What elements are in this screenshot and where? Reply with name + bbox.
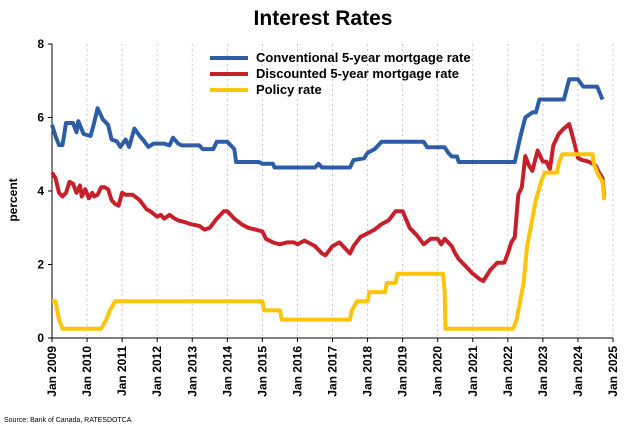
x-tick-label: Jan 2009 [45, 346, 59, 397]
x-tick-label: Jan 2013 [185, 346, 199, 397]
y-tick-label: 2 [37, 258, 44, 272]
x-tick-label: Jan 2011 [115, 346, 129, 396]
y-tick-label: 6 [37, 111, 44, 125]
y-tick-label: 4 [37, 184, 44, 198]
x-tick-label: Jan 2020 [431, 346, 445, 397]
x-tick-label: Jan 2021 [466, 346, 480, 397]
x-tick-label: Jan 2019 [396, 346, 410, 397]
series-lines [50, 77, 607, 331]
x-tick-label: Jan 2012 [150, 346, 164, 397]
x-tick-label: Jan 2022 [501, 346, 515, 397]
chart-title: Interest Rates [254, 7, 393, 30]
x-tick-label: Jan 2016 [290, 346, 304, 397]
x-tick-label: Jan 2023 [536, 346, 550, 397]
x-tick-label: Jan 2010 [80, 346, 94, 397]
legend-label: Policy rate [256, 82, 322, 97]
x-tick-label: Jan 2015 [255, 346, 269, 397]
legend-label: Conventional 5-year mortgage rate [256, 50, 471, 65]
x-tick-label: Jan 2024 [571, 346, 585, 397]
y-tick-labels: 0 2 4 6 8 [37, 37, 52, 345]
y-axis-label: percent [6, 178, 20, 221]
y-tick-label: 8 [37, 37, 44, 51]
x-tick-label: Jan 2014 [220, 346, 234, 397]
source-note: Source: Bank of Canada, RATESDOTCA [4, 417, 132, 424]
grid-lines [51, 44, 614, 338]
x-tick-label: Jan 2018 [361, 346, 375, 397]
x-tick-label: Jan 2017 [326, 346, 340, 397]
x-tick-labels: Jan 2009 Jan 2010 Jan 2011 Jan 2012 Jan 2013… [45, 338, 620, 397]
legend-label: Discounted 5-year mortgage rate [256, 66, 459, 81]
series-line-policy [52, 152, 607, 331]
series-line-conventional [50, 77, 605, 170]
legend: Conventional 5-year mortgage rateDiscoun… [210, 50, 471, 97]
x-tick-label: Jan 2025 [606, 346, 620, 397]
series-line-discounted [50, 122, 607, 283]
y-tick-label: 0 [37, 331, 44, 345]
